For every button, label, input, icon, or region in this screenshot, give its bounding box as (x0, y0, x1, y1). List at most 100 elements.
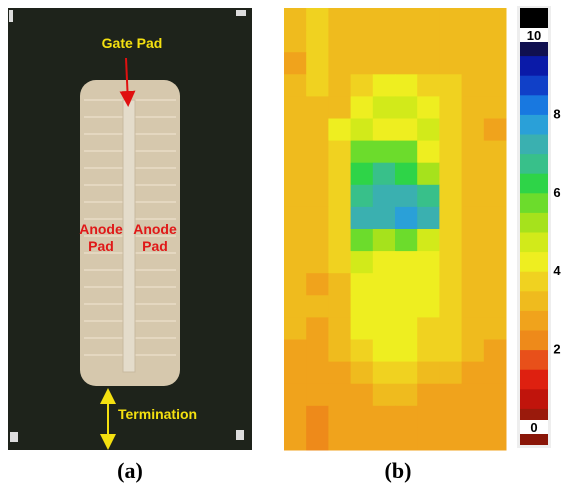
heat-cell (328, 340, 351, 363)
heat-cell (373, 96, 396, 119)
heat-cell (306, 273, 329, 296)
heat-cell (284, 384, 307, 407)
colorbar-bin (520, 369, 548, 389)
heat-cell (306, 8, 329, 31)
heat-cell (284, 362, 307, 385)
heat-cell (373, 384, 396, 407)
corner (10, 432, 18, 442)
colorbar-bin (520, 330, 548, 350)
heat-cell (439, 185, 462, 208)
heat-cell (373, 8, 396, 31)
heat-cell (484, 273, 507, 296)
heat-cell (373, 229, 396, 252)
colorbar-tick-label: 10 (527, 28, 541, 43)
colorbar-bin (520, 95, 548, 115)
heat-cell (395, 163, 418, 186)
heat-cell (462, 251, 485, 274)
heatmap (284, 8, 507, 451)
heat-cell (484, 251, 507, 274)
heat-cell (373, 317, 396, 340)
heat-cell (439, 163, 462, 186)
heat-cell (351, 229, 374, 252)
heat-cell (351, 428, 374, 451)
heat-cell (306, 185, 329, 208)
heat-cell (351, 185, 374, 208)
heat-cell (306, 163, 329, 186)
colorbar-bin (520, 75, 548, 95)
heat-cell (484, 317, 507, 340)
colorbar-bin (520, 212, 548, 232)
colorbar-bin (520, 252, 548, 272)
heat-cell (395, 141, 418, 164)
heat-cell (462, 428, 485, 451)
heat-cell (328, 74, 351, 97)
heat-cell (462, 52, 485, 75)
heat-cell (484, 52, 507, 75)
heat-cell (395, 207, 418, 230)
heat-cell (328, 273, 351, 296)
heat-cell (351, 340, 374, 363)
heat-cell (395, 340, 418, 363)
heat-cell (484, 163, 507, 186)
heat-cell (395, 8, 418, 31)
heat-cell (484, 295, 507, 318)
heat-cell (395, 119, 418, 142)
heat-cell (395, 251, 418, 274)
heat-cell (439, 251, 462, 274)
heat-cell (284, 428, 307, 451)
heat-cell (328, 428, 351, 451)
heat-cell (306, 251, 329, 274)
heat-cell (284, 317, 307, 340)
heat-cell (417, 340, 440, 363)
termination-label: Termination (118, 406, 197, 422)
heat-cell (328, 8, 351, 31)
heat-cell (328, 163, 351, 186)
heat-cell (462, 163, 485, 186)
heat-cell (328, 30, 351, 53)
heat-cell (439, 295, 462, 318)
heat-cell (439, 229, 462, 252)
colorbar-bin (520, 173, 548, 193)
heat-cell (395, 30, 418, 53)
heat-cell (328, 251, 351, 274)
heat-cell (484, 406, 507, 429)
heat-cell (417, 96, 440, 119)
heat-cell (484, 30, 507, 53)
panel-label: (a) (117, 458, 143, 483)
heat-cell (484, 229, 507, 252)
heat-cell (351, 163, 374, 186)
heat-cell (284, 96, 307, 119)
heat-cell (351, 273, 374, 296)
heat-cell (306, 406, 329, 429)
heat-cell (284, 273, 307, 296)
heat-cell (417, 52, 440, 75)
heat-cell (351, 52, 374, 75)
heat-cell (351, 119, 374, 142)
heat-cell (373, 340, 396, 363)
heat-cell (484, 96, 507, 119)
heat-cell (328, 317, 351, 340)
heat-cell (484, 384, 507, 407)
heat-cell (328, 384, 351, 407)
heat-cell (462, 119, 485, 142)
heat-cell (439, 428, 462, 451)
heat-cell (328, 229, 351, 252)
heat-cell (306, 428, 329, 451)
heat-cell (439, 406, 462, 429)
heat-cell (351, 317, 374, 340)
heat-cell (373, 74, 396, 97)
heat-cell (351, 207, 374, 230)
heat-cell (417, 8, 440, 31)
heat-cell (439, 141, 462, 164)
heat-cell (439, 362, 462, 385)
heat-cell (328, 119, 351, 142)
heat-cell (306, 74, 329, 97)
heat-cell (417, 30, 440, 53)
heat-cell (462, 141, 485, 164)
heat-cell (284, 406, 307, 429)
panel-label: (b) (385, 458, 412, 483)
heat-cell (306, 207, 329, 230)
heat-cell (484, 340, 507, 363)
line: Anode (133, 221, 177, 237)
colorbar-bin (520, 154, 548, 174)
